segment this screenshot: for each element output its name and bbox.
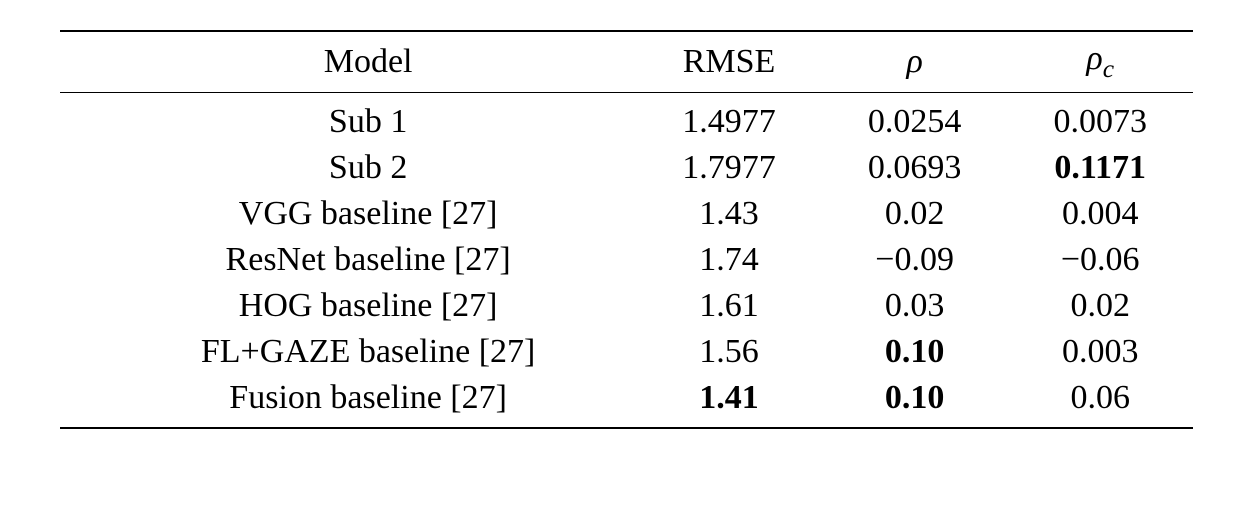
table-row: ResNet baseline [27] 1.74 −0.09 −0.06 [60, 237, 1193, 283]
cell-rhoc: 0.004 [1007, 191, 1193, 237]
table-body: Sub 1 1.4977 0.0254 0.0073 Sub 2 1.7977 … [60, 92, 1193, 428]
cell-rho: −0.09 [822, 237, 1008, 283]
cell-rmse: 1.74 [636, 237, 822, 283]
cell-model: HOG baseline [27] [60, 283, 636, 329]
cell-rmse: 1.4977 [636, 92, 822, 145]
cell-rhoc: 0.02 [1007, 283, 1193, 329]
cell-rmse: 1.56 [636, 329, 822, 375]
cell-model: Sub 2 [60, 145, 636, 191]
col-header-rho: ρ [822, 31, 1008, 92]
table-row: FL+GAZE baseline [27] 1.56 0.10 0.003 [60, 329, 1193, 375]
cell-model: Fusion baseline [27] [60, 375, 636, 428]
cell-rhoc: 0.0073 [1007, 92, 1193, 145]
cell-rmse: 1.43 [636, 191, 822, 237]
cell-model: VGG baseline [27] [60, 191, 636, 237]
cell-rmse: 1.41 [636, 375, 822, 428]
cell-rho: 0.03 [822, 283, 1008, 329]
table-header-row: Model RMSE ρ ρc [60, 31, 1193, 92]
cell-model: Sub 1 [60, 92, 636, 145]
table-row: Sub 1 1.4977 0.0254 0.0073 [60, 92, 1193, 145]
col-header-rmse: RMSE [636, 31, 822, 92]
col-header-model: Model [60, 31, 636, 92]
cell-rho: 0.0254 [822, 92, 1008, 145]
cell-rhoc: 0.06 [1007, 375, 1193, 428]
table-row: Fusion baseline [27] 1.41 0.10 0.06 [60, 375, 1193, 428]
table-row: Sub 2 1.7977 0.0693 0.1171 [60, 145, 1193, 191]
cell-rho: 0.0693 [822, 145, 1008, 191]
cell-rho: 0.10 [822, 375, 1008, 428]
cell-rhoc: −0.06 [1007, 237, 1193, 283]
cell-rmse: 1.61 [636, 283, 822, 329]
table-row: HOG baseline [27] 1.61 0.03 0.02 [60, 283, 1193, 329]
cell-model: FL+GAZE baseline [27] [60, 329, 636, 375]
cell-rho: 0.10 [822, 329, 1008, 375]
cell-model: ResNet baseline [27] [60, 237, 636, 283]
cell-rhoc: 0.1171 [1007, 145, 1193, 191]
cell-rmse: 1.7977 [636, 145, 822, 191]
col-header-rhoc: ρc [1007, 31, 1193, 92]
results-table: Model RMSE ρ ρc Sub 1 1.4977 0.0254 0.00… [60, 30, 1193, 429]
cell-rho: 0.02 [822, 191, 1008, 237]
cell-rhoc: 0.003 [1007, 329, 1193, 375]
table-row: VGG baseline [27] 1.43 0.02 0.004 [60, 191, 1193, 237]
